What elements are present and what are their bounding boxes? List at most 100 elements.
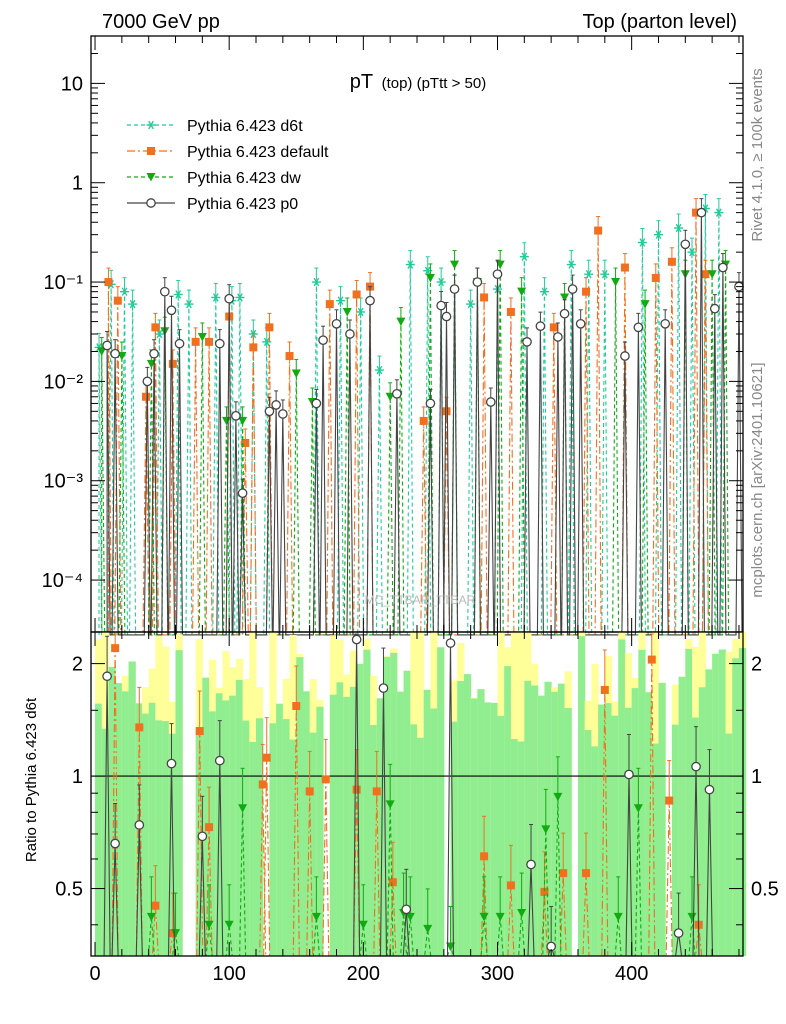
legend: Pythia 6.423 d6t Pythia 6.423 default Pyth… [127,118,329,213]
ratio-band-inner [604,703,613,956]
ratio-point-default [480,852,489,861]
data-point-dw [517,287,527,297]
ratio-band-inner [618,639,626,956]
ratio-band-inner [685,648,693,956]
ratio-point-default [352,785,361,794]
ratio-band-inner [256,718,264,956]
ratio-panel: 0.5 0.5 1 1 2 2 0 100 200 300 400 Ratio to Pythia … [23,631,779,985]
ratio-point-p0 [704,784,715,795]
ratio-band-inner [235,679,244,956]
ratio-point-p0 [102,671,112,682]
data-point-dw [291,369,301,379]
data-point-p0 [633,322,644,333]
data-point-p0 [553,332,563,342]
ratio-point-dw [385,800,395,809]
ratio-band-inner [141,713,150,956]
data-point-p0 [110,348,120,359]
ratio-band-inner [376,698,384,956]
data-point-d6t [154,329,164,339]
ratio-band-inner [95,703,103,956]
ratio-point-default [195,727,204,736]
ratio-band-inner [584,730,592,956]
rivet-label: Rivet 4.1.0, ≥ 100k events [749,68,766,241]
series-line-dw [101,264,730,636]
ratio-point-default [600,685,609,694]
ratio-band-inner [390,652,398,956]
data-point-p0 [522,337,532,347]
main-ytick-label: 1 [72,173,83,195]
ratio-bands [95,632,747,956]
ratio-point-p0 [624,769,634,780]
data-point-d6t [653,230,663,239]
data-point-p0 [224,293,235,304]
data-point-default [549,323,558,332]
ratio-band-inner [249,741,257,956]
data-point-p0 [718,262,728,273]
ratio-band-inner [537,695,545,956]
ratio-band-inner [732,658,740,956]
main-ytick-label: 10 [61,73,83,95]
data-point-default [667,257,676,266]
data-point-default [104,278,113,287]
data-point-p0 [166,305,177,316]
data-point-p0 [441,311,452,322]
ratio-band-inner [349,686,358,956]
ratio-point-dw [541,825,551,834]
ratio-band-inner [175,650,183,956]
ratio-band-inner [544,681,552,956]
ratio-point-p0 [401,904,412,915]
ratio-band-inner [316,706,324,956]
data-point-p0 [660,318,671,329]
data-point-d6t [714,208,724,217]
ratio-band-inner [155,720,163,956]
ratio-point-p0 [351,634,362,645]
ratio-point-default [506,881,515,890]
ratio-xtick-label: 300 [481,963,514,985]
ratio-ytick-label-right: 0.5 [751,879,779,901]
legend-marker-default [147,147,155,155]
ratio-band-inner [383,656,391,956]
data-point-d6t [566,260,576,269]
data-point-p0 [237,488,248,498]
data-point-default [168,359,177,368]
ratio-band-inner [289,739,297,956]
data-point-default [191,337,200,346]
data-point-p0 [271,400,281,410]
data-point-d6t [184,299,194,309]
data-point-dw [707,270,717,279]
ratio-point-dw [238,804,248,813]
ratio-point-dw [224,920,234,930]
data-point-p0 [214,338,225,349]
ratio-band-inner [504,666,512,956]
data-point-d6t [674,223,684,233]
watermark: MC_TTBAR_TTBAR [365,593,476,607]
data-point-d6t [374,365,384,375]
data-point-p0 [567,284,578,294]
data-point-default [594,226,603,235]
data-point-p0 [345,329,355,339]
data-point-p0 [159,286,170,297]
ratio-band-inner [209,711,217,956]
ratio-point-default [647,655,656,664]
ratio-band-inner [229,695,237,956]
ratio-point-p0 [526,859,536,870]
data-point-d6t [584,269,594,279]
ratio-point-default [372,787,381,796]
data-point-default [419,416,428,425]
data-point-p0 [492,269,503,280]
legend-marker-p0 [146,198,156,208]
data-point-p0 [142,376,153,387]
data-point-d6t [128,299,138,309]
ratio-point-dw [479,912,489,922]
data-point-p0 [174,338,185,349]
ratio-band-inner [396,691,405,956]
ratio-point-dw [446,942,456,951]
data-point-dw [97,347,107,356]
ratio-ytick-label: 0.5 [55,879,83,901]
ratio-point-default [205,823,214,832]
data-point-dw [425,273,435,283]
ratio-band-inner [457,680,465,956]
ratio-band-inner [490,702,498,956]
plot-title-sub: (top) (pTtt > 50) [382,75,487,92]
